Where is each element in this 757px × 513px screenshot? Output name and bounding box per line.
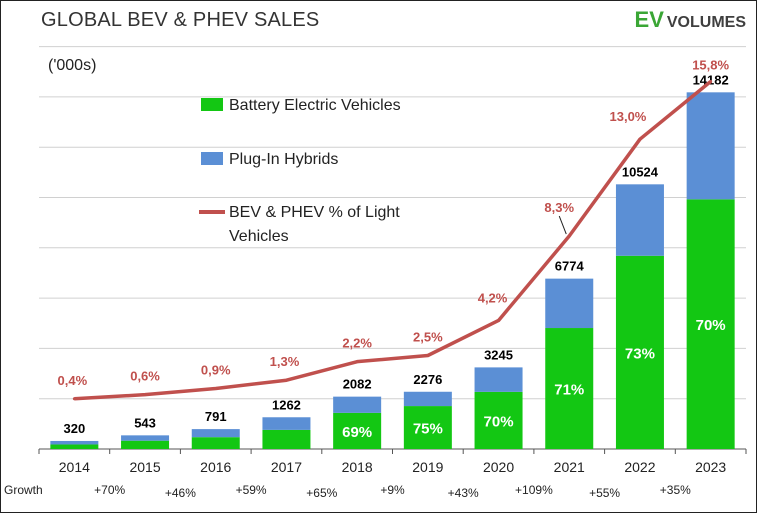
growth-label-0: +70%: [94, 483, 125, 497]
bev-share-label-2019: 75%: [413, 421, 443, 438]
x-tick-label-2019: 2019: [412, 459, 443, 475]
bar-phev-2018: [333, 396, 382, 413]
bar-bev-2023: [686, 199, 735, 449]
share-point-2023: [709, 80, 713, 84]
bar-phev-2021: [545, 278, 594, 329]
growth-label-8: +35%: [660, 483, 691, 497]
bar-phev-2014: [50, 440, 99, 445]
x-tick-label-2017: 2017: [271, 459, 302, 475]
bar-bev-2021: [545, 328, 594, 449]
ev-volumes-logo: EV VOLUMES: [635, 7, 746, 33]
logo-ev: EV: [634, 7, 664, 32]
bar-phev-2016: [191, 429, 240, 438]
share-point-2014: [72, 397, 76, 401]
total-label-2016: 791: [205, 409, 227, 424]
bar-bev-2020: [474, 391, 523, 449]
share-label-2022: 13,0%: [610, 109, 647, 124]
growth-label-1: +46%: [165, 486, 196, 500]
total-label-2018: 2082: [343, 377, 372, 392]
share-point-2019: [426, 354, 430, 357]
growth-label-3: +65%: [306, 486, 337, 500]
bar-phev-2015: [121, 435, 170, 441]
legend-phev-label: Plug-In Hybrids: [229, 151, 338, 168]
total-label-2020: 3245: [484, 347, 513, 362]
growth-label-7: +55%: [589, 486, 620, 500]
share-label-2014: 0,4%: [58, 373, 88, 388]
share-point-2015: [143, 393, 147, 397]
total-label-2014: 320: [63, 421, 85, 436]
share-label-2018: 2,2%: [342, 336, 372, 351]
growth-label-5: +43%: [448, 486, 479, 500]
legend-line-label-cont: Vehicles: [229, 228, 289, 245]
total-label-2021: 6774: [555, 259, 585, 274]
total-label-2015: 543: [134, 415, 156, 430]
share-point-2020: [497, 318, 501, 322]
bev-share-label-2018: 69%: [342, 424, 372, 441]
share-label-2017: 1,3%: [270, 354, 300, 369]
share-point-2016: [214, 386, 218, 390]
x-tick-label-2023: 2023: [695, 459, 726, 475]
share-point-2017: [284, 378, 288, 382]
legend-line-label: BEV & PHEV % of Light: [229, 204, 400, 221]
x-tick-label-2015: 2015: [129, 459, 160, 475]
bar-bev-2019: [403, 406, 452, 449]
bar-bev-2015: [121, 440, 170, 449]
bar-phev-2020: [474, 367, 523, 392]
x-tick-label-2022: 2022: [624, 459, 655, 475]
share-label-2016: 0,9%: [201, 362, 231, 377]
share-label-2015: 0,6%: [130, 369, 160, 384]
x-tick-label-2014: 2014: [59, 459, 90, 475]
x-tick-label-2016: 2016: [200, 459, 231, 475]
growth-title: Growth: [4, 483, 43, 497]
x-tick-label-2020: 2020: [483, 459, 514, 475]
share-label-2021: 8,3%: [544, 200, 574, 215]
growth-label-4: +9%: [380, 483, 405, 497]
share-label-2020: 4,2%: [478, 290, 508, 305]
bev-share-label-2020: 70%: [484, 413, 514, 430]
legend-bev-swatch: [201, 98, 223, 111]
share-label-2019: 2,5%: [413, 330, 443, 345]
bar-phev-2019: [403, 391, 452, 407]
share-leader-2021: [558, 215, 567, 235]
bev-share-label-2021: 71%: [554, 382, 584, 399]
growth-label-6: +109%: [515, 483, 553, 497]
bev-share-label-2022: 73%: [625, 345, 655, 362]
logo-volumes: VOLUMES: [666, 14, 746, 31]
units-label: ('000s): [48, 57, 97, 74]
share-line: [74, 80, 712, 401]
bar-bev-2017: [262, 429, 311, 449]
share-point-2018: [355, 360, 359, 364]
bar-phev-2023: [686, 92, 735, 200]
bar-phev-2022: [615, 184, 664, 256]
total-label-2019: 2276: [413, 372, 442, 387]
growth-label-2: +59%: [236, 483, 267, 497]
x-tick-label-2021: 2021: [554, 459, 585, 475]
chart-title: GLOBAL BEV & PHEV SALES: [41, 9, 320, 31]
share-label-2023: 15,8%: [692, 58, 729, 73]
share-point-2021: [567, 234, 571, 238]
total-label-2017: 1262: [272, 397, 301, 412]
bev-share-label-2023: 70%: [696, 317, 726, 334]
legend-bev-label: Battery Electric Vehicles: [229, 97, 401, 114]
total-label-2023: 14182: [693, 72, 729, 87]
share-point-2022: [638, 137, 642, 141]
legend-phev-swatch: [201, 152, 223, 165]
total-label-2022: 10524: [622, 164, 659, 179]
bar-bev-2016: [191, 437, 240, 449]
bar-bev-2022: [615, 255, 664, 449]
bar-bev-2018: [333, 412, 382, 449]
bar-bev-2014: [50, 444, 99, 449]
bar-phev-2017: [262, 417, 311, 430]
x-tick-label-2018: 2018: [342, 459, 373, 475]
